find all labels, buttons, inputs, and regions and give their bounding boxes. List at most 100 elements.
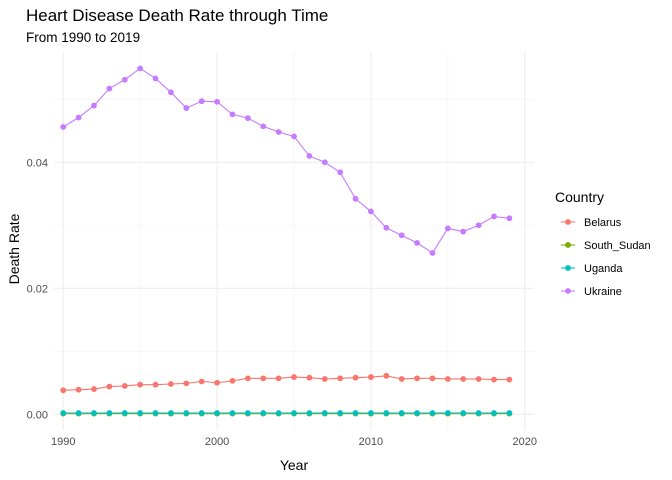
- legend-key-point: [565, 219, 571, 225]
- data-point-belarus: [152, 381, 159, 388]
- data-point-ukraine: [291, 133, 297, 140]
- data-point-uganda: [398, 410, 405, 416]
- data-point-uganda: [429, 410, 436, 416]
- data-point-uganda: [229, 410, 236, 416]
- legend: Country Belarus South_Sudan Uganda Ukraine: [555, 189, 651, 298]
- data-point-ukraine: [183, 105, 190, 111]
- data-point-ukraine: [383, 224, 390, 231]
- data-point-belarus: [137, 381, 144, 388]
- data-point-ukraine: [398, 232, 405, 239]
- data-point-uganda: [183, 410, 190, 416]
- data-point-belarus: [306, 374, 313, 381]
- data-point-belarus: [414, 375, 420, 382]
- data-point-belarus: [260, 375, 267, 382]
- data-point-uganda: [106, 410, 113, 416]
- data-point-uganda: [444, 410, 451, 416]
- data-point-ukraine: [152, 75, 159, 82]
- legend-title: Country: [555, 189, 604, 205]
- data-point-uganda: [121, 410, 128, 416]
- legend-key-point: [565, 265, 571, 271]
- data-point-ukraine: [91, 102, 97, 109]
- y-tick-label: 0.02: [27, 283, 48, 295]
- data-point-uganda: [321, 410, 328, 416]
- data-point-uganda: [75, 410, 82, 416]
- legend-item-uganda: Uganda: [561, 263, 623, 275]
- data-point-uganda: [275, 410, 282, 416]
- data-point-uganda: [137, 410, 144, 416]
- data-point-ukraine: [106, 85, 113, 92]
- data-point-belarus: [198, 378, 205, 385]
- data-point-uganda: [352, 410, 359, 416]
- data-point-uganda: [491, 410, 497, 416]
- data-point-ukraine: [321, 159, 328, 166]
- minor-gridlines: [54, 52, 534, 430]
- legend-item-belarus: Belarus: [561, 217, 622, 229]
- x-axis-label: Year: [280, 457, 309, 473]
- legend-key-point: [565, 242, 571, 248]
- data-point-belarus: [337, 375, 344, 382]
- data-point-belarus: [275, 375, 282, 382]
- data-point-ukraine: [244, 115, 251, 122]
- data-point-ukraine: [368, 208, 374, 215]
- series-south-sudan: [60, 410, 513, 417]
- x-tick-label: 1990: [51, 436, 75, 448]
- data-point-ukraine: [198, 98, 205, 105]
- data-point-uganda: [244, 410, 251, 416]
- series-line-belarus: [63, 375, 510, 391]
- data-point-belarus: [244, 375, 251, 382]
- data-point-belarus: [60, 387, 67, 394]
- data-point-uganda: [383, 410, 390, 416]
- data-point-ukraine: [475, 222, 482, 229]
- data-point-belarus: [352, 374, 359, 381]
- x-tick-label: 2020: [513, 436, 537, 448]
- data-point-belarus: [429, 375, 436, 382]
- y-tick-label: 0.04: [27, 157, 48, 169]
- data-point-ukraine: [337, 169, 344, 176]
- data-point-belarus: [475, 376, 482, 382]
- data-point-belarus: [168, 381, 174, 387]
- data-point-uganda: [306, 410, 313, 416]
- y-tick-label: 0.00: [27, 409, 48, 421]
- data-point-ukraine: [275, 129, 282, 135]
- legend-label: Belarus: [584, 217, 622, 229]
- data-point-uganda: [60, 410, 67, 416]
- data-point-ukraine: [260, 123, 267, 130]
- data-point-ukraine: [229, 111, 236, 118]
- data-point-belarus: [214, 379, 220, 386]
- data-point-ukraine: [506, 215, 513, 222]
- data-point-uganda: [475, 410, 482, 416]
- data-point-ukraine: [444, 225, 451, 232]
- data-point-uganda: [337, 410, 344, 416]
- y-axis-ticks: 0.00 0.02 0.04: [27, 157, 48, 421]
- data-point-belarus: [460, 376, 467, 382]
- data-point-ukraine: [306, 153, 313, 159]
- data-point-uganda: [368, 410, 374, 416]
- data-point-belarus: [368, 374, 374, 380]
- data-point-belarus: [183, 380, 190, 387]
- data-point-ukraine: [168, 89, 174, 96]
- data-point-ukraine: [491, 213, 497, 220]
- legend-label: South_Sudan: [584, 240, 651, 252]
- data-point-belarus: [321, 376, 328, 382]
- x-tick-label: 2010: [359, 436, 383, 448]
- data-point-belarus: [229, 377, 236, 384]
- data-point-ukraine: [75, 114, 82, 121]
- x-axis-ticks: 1990 2000 2010 2020: [51, 436, 537, 448]
- series-ukraine: [60, 65, 513, 256]
- data-point-belarus: [506, 376, 513, 383]
- series-belarus: [60, 372, 513, 394]
- data-point-uganda: [198, 410, 205, 416]
- legend-item-south-sudan: South_Sudan: [561, 240, 651, 252]
- major-gridlines: [54, 52, 534, 430]
- legend-label: Ukraine: [584, 286, 622, 298]
- data-point-belarus: [383, 372, 390, 379]
- data-point-ukraine: [414, 239, 420, 246]
- data-point-uganda: [260, 410, 267, 416]
- legend-key-point: [565, 288, 571, 294]
- data-point-belarus: [291, 374, 297, 380]
- data-point-uganda: [291, 410, 297, 416]
- data-point-uganda: [152, 410, 159, 416]
- data-point-belarus: [398, 376, 405, 382]
- data-point-ukraine: [460, 228, 467, 235]
- data-point-ukraine: [60, 124, 67, 130]
